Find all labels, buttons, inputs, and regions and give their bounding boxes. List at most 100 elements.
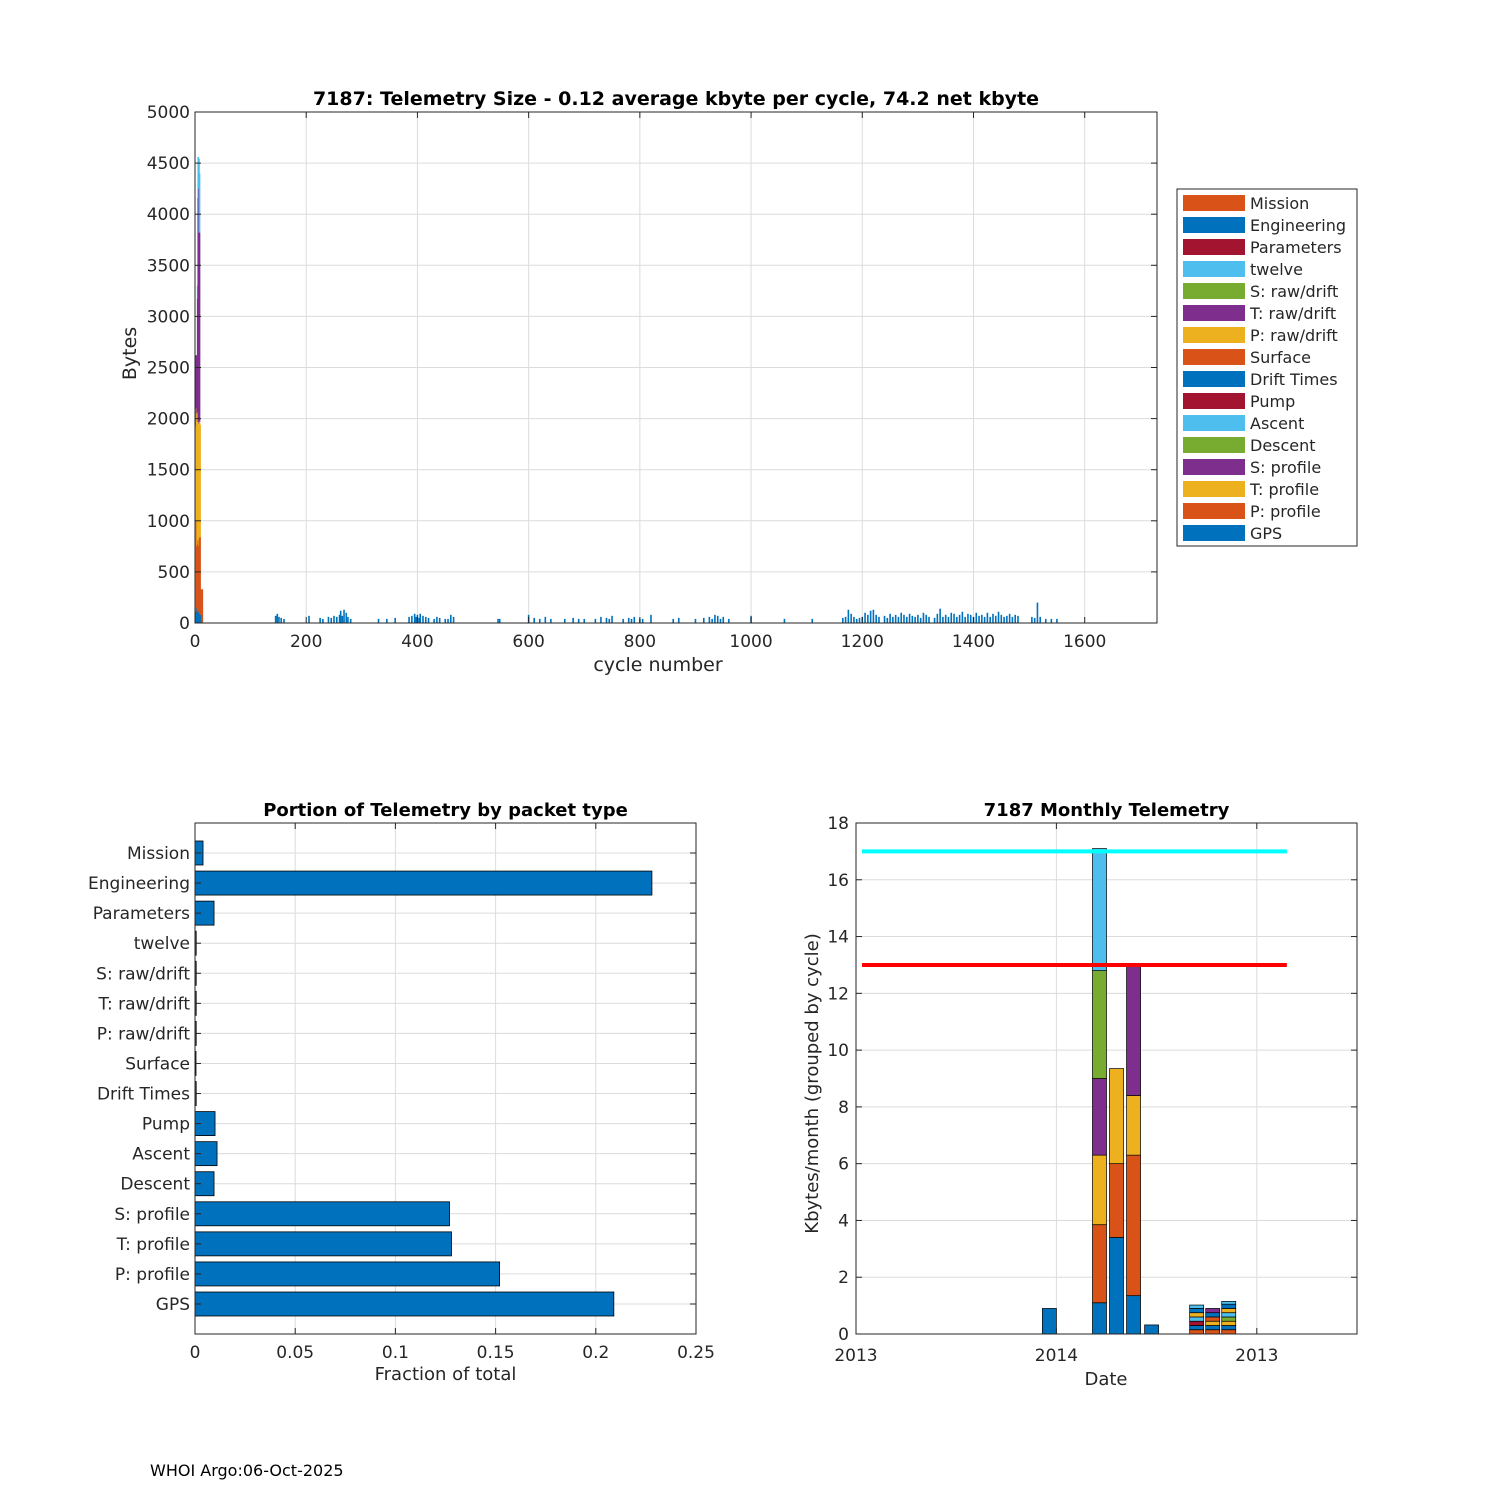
cycle-bar	[333, 615, 335, 623]
cycle-bar	[600, 616, 602, 623]
cycle-bar	[377, 618, 380, 623]
cycle-bar	[855, 618, 858, 623]
cycle-bar	[1033, 617, 1036, 623]
legend-swatch	[1183, 195, 1245, 211]
cycle-bar	[978, 615, 980, 623]
cycle-bar	[728, 618, 730, 623]
category-label: Pump	[142, 1115, 190, 1135]
cycle-bar	[1011, 616, 1014, 623]
month-bar-segment	[1092, 1154, 1107, 1226]
month-bar-segment	[1092, 1224, 1107, 1304]
cycle-bar	[550, 618, 552, 623]
cycle-bar	[994, 615, 997, 623]
legend-entry: T: raw/drift	[1249, 304, 1336, 323]
bar-segment	[201, 589, 204, 623]
cycle-bar	[394, 617, 396, 623]
cycle-bar	[969, 614, 972, 623]
category-label: T: profile	[116, 1235, 190, 1255]
cycle-bar	[708, 616, 711, 623]
cycle-bar	[533, 617, 536, 623]
month-bar-segment	[1109, 1237, 1124, 1335]
cycle-bar	[928, 616, 930, 623]
cycle-bar	[847, 609, 850, 623]
cycle-bar	[341, 615, 344, 623]
legend-swatch	[1183, 415, 1245, 431]
cycle-bar	[908, 613, 911, 623]
bar-engineering	[194, 870, 653, 896]
bar-segment	[199, 424, 201, 538]
cycle-bar	[627, 617, 630, 623]
cycle-bar	[936, 613, 939, 623]
y-tick-label: 5000	[147, 103, 190, 123]
category-label: P: raw/drift	[97, 1024, 191, 1044]
y-tick-label: 1500	[147, 461, 190, 481]
category-label: P: profile	[115, 1265, 190, 1285]
x-tick-label: 1200	[841, 632, 884, 652]
legend-entry: Drift Times	[1250, 370, 1338, 389]
cycle-bar	[1031, 616, 1033, 623]
legend-swatch	[1183, 393, 1245, 409]
legend-entry: Ascent	[1250, 414, 1304, 433]
y-tick-label: 2500	[147, 359, 190, 379]
legend-swatch	[1183, 459, 1245, 475]
legend-swatch	[1183, 305, 1245, 321]
month-bar-segment	[1092, 848, 1107, 971]
y-tick-label: 3000	[147, 307, 190, 327]
cycle-bar	[964, 616, 966, 623]
cycle-bar	[950, 612, 953, 623]
month-bar-segment	[1126, 1295, 1141, 1335]
cycle-bar	[347, 616, 349, 623]
cycle-bar	[1006, 615, 1008, 623]
cycle-bar	[633, 616, 636, 623]
legend-swatch	[1183, 525, 1245, 541]
cycle-bar	[335, 616, 338, 623]
category-label: Parameters	[93, 904, 190, 924]
cycle-bar	[322, 618, 324, 623]
cycle-bar	[958, 614, 961, 623]
category-label: S: raw/drift	[96, 964, 190, 984]
legend-swatch	[1183, 371, 1245, 387]
cycle-bar	[703, 617, 705, 623]
cycle-bar	[611, 615, 613, 623]
month-bar-segment	[1189, 1308, 1205, 1314]
month-bar-segment	[1221, 1316, 1237, 1322]
y-tick-label: 1000	[147, 512, 190, 532]
cycle-bar	[983, 616, 986, 623]
cycle-bar	[419, 613, 422, 623]
cycle-bar	[1000, 614, 1003, 623]
cycle-bar	[925, 614, 928, 623]
category-label: GPS	[156, 1295, 190, 1315]
category-label: Surface	[125, 1054, 190, 1074]
cycle-bar	[411, 615, 413, 623]
x-axis-label: Fraction of total	[375, 1364, 517, 1385]
bar-s-profile	[194, 1201, 450, 1227]
month-bar-segment	[1109, 1068, 1124, 1165]
legend-entry: Engineering	[1250, 216, 1346, 235]
x-tick-label: 600	[512, 632, 544, 652]
cycle-bar	[1036, 602, 1039, 623]
chart-title: 7187: Telemetry Size - 0.12 average kbyt…	[313, 88, 1039, 110]
bar-t-profile	[194, 1231, 452, 1257]
cycle-bar	[452, 616, 455, 623]
cycle-bar	[1003, 616, 1005, 623]
cycle-bar	[953, 613, 955, 623]
cycle-bar	[622, 618, 624, 623]
cycle-bar	[714, 614, 716, 623]
cycle-bar	[992, 613, 994, 623]
cycle-bar	[947, 616, 950, 623]
cycle-bar	[711, 618, 713, 623]
legend-swatch	[1183, 481, 1245, 497]
axes-box	[194, 822, 697, 1335]
y-tick-label: 12	[827, 984, 849, 1004]
x-tick-label: 2013	[1235, 1346, 1278, 1366]
bar-segment	[199, 589, 202, 615]
y-tick-label: 3500	[147, 256, 190, 276]
cycle-bar	[1039, 616, 1042, 623]
month-bar-segment	[1221, 1325, 1237, 1331]
cycle-bar	[961, 611, 964, 623]
legend-swatch	[1183, 349, 1245, 365]
cycle-bar	[981, 614, 983, 623]
cycle-bar	[433, 618, 435, 623]
month-bar-segment	[1092, 970, 1107, 1079]
